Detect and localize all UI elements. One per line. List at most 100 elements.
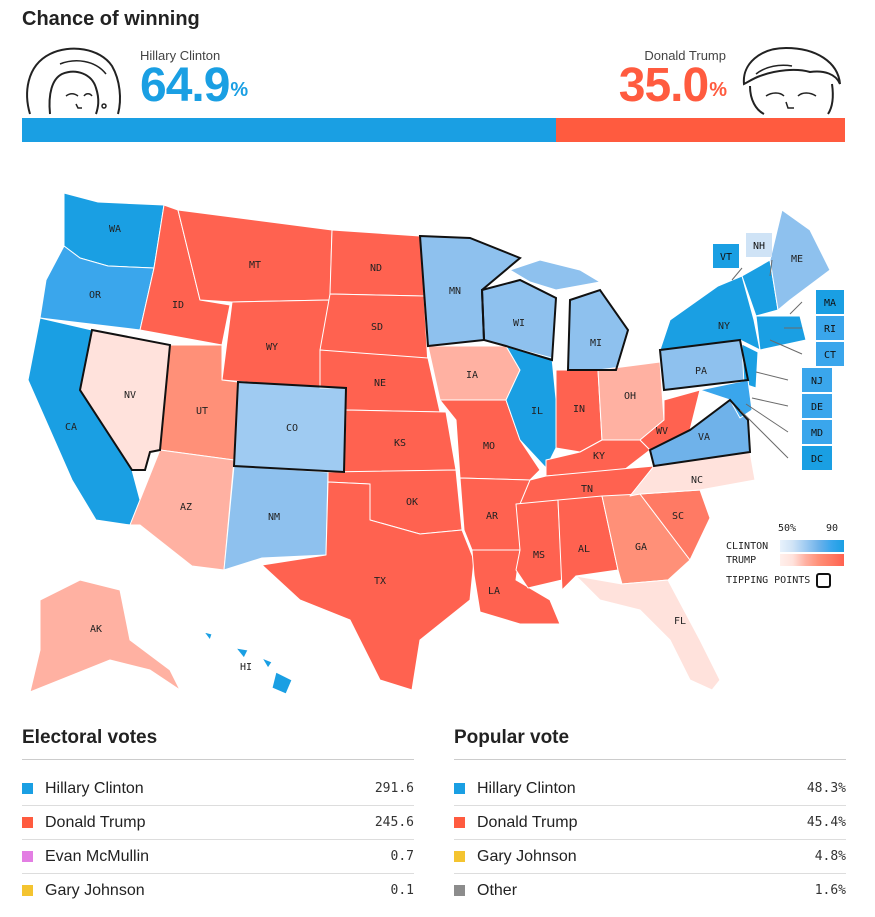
label-HI: HI: [240, 662, 252, 673]
label-PA: PA: [695, 366, 707, 377]
label-MO: MO: [483, 441, 495, 452]
row-name: Hillary Clinton: [477, 779, 576, 797]
state-TX[interactable]: [261, 481, 475, 691]
state-MT[interactable]: [177, 209, 333, 303]
row-name: Gary Johnson: [477, 847, 577, 865]
row-value: 291.6: [374, 781, 414, 796]
table-row: Gary Johnson 0.1: [22, 874, 414, 907]
box-NJ[interactable]: [802, 368, 832, 392]
popular-vote-table: Popular vote Hillary Clinton 48.3% Donal…: [454, 727, 846, 907]
label-NV: NV: [124, 390, 136, 401]
state-AK[interactable]: [29, 579, 181, 693]
table-row: Donald Trump 45.4%: [454, 806, 846, 840]
swatch-clinton: [454, 783, 465, 794]
label-SD: SD: [371, 322, 383, 333]
label-WI: WI: [513, 318, 525, 329]
label-SC: SC: [672, 511, 684, 522]
box-DC[interactable]: [802, 446, 832, 470]
label-WY: WY: [266, 342, 278, 353]
row-value: 0.1: [390, 883, 414, 898]
state-MI-upper[interactable]: [509, 259, 601, 291]
label-AL: AL: [578, 544, 590, 555]
label-OK: OK: [406, 497, 418, 508]
tipping-outline-VA: [648, 398, 752, 468]
label-NM: NM: [268, 512, 280, 523]
label-KY: KY: [593, 451, 605, 462]
box-DE[interactable]: [802, 394, 832, 418]
label-NE: NE: [374, 378, 386, 389]
box-label-DC: DC: [811, 454, 823, 465]
state-NJ[interactable]: [741, 343, 759, 389]
clinton-win-probability: 64.9%: [140, 59, 248, 112]
clinton-name: Hillary Clinton: [140, 48, 221, 63]
box-label-NJ: NJ: [811, 376, 823, 387]
leader-CT: [769, 339, 803, 355]
tipping-outline-CO: [232, 380, 348, 474]
label-OH: OH: [624, 391, 636, 402]
state-MS[interactable]: [515, 499, 563, 589]
table-row: Gary Johnson 4.8%: [454, 840, 846, 874]
box-label-CT: CT: [824, 350, 836, 361]
label-AZ: AZ: [180, 502, 192, 513]
label-ND: ND: [370, 263, 382, 274]
box-CT[interactable]: [816, 342, 844, 366]
box-MA[interactable]: [816, 290, 844, 314]
trump-name: Donald Trump: [644, 48, 726, 63]
legend-clinton-label: CLINTON: [726, 540, 769, 552]
label-NY: NY: [718, 321, 730, 332]
label-IL: IL: [531, 406, 543, 417]
leader-DC: [739, 409, 789, 459]
swatch-trump: [454, 817, 465, 828]
trump-bar-segment: [556, 118, 845, 142]
row-name: Evan McMullin: [45, 847, 150, 865]
us-electoral-map: WA OR CA NV ID MT WY UT AZ CO NM ND SD N…: [27, 192, 844, 695]
state-FL[interactable]: [575, 575, 721, 691]
electoral-votes-table: Electoral votes Hillary Clinton 291.6 Do…: [22, 727, 414, 907]
label-NC: NC: [691, 475, 703, 486]
label-OR: OR: [89, 290, 102, 301]
row-value: 4.8%: [814, 849, 846, 864]
swatch-clinton: [22, 783, 33, 794]
leader-NH: [769, 259, 773, 277]
box-label-MA: MA: [824, 298, 836, 309]
box-label-RI: RI: [824, 324, 836, 335]
row-name: Donald Trump: [45, 813, 146, 831]
state-ME[interactable]: [769, 209, 831, 311]
box-RI[interactable]: [816, 316, 844, 340]
table-row: Donald Trump 245.6: [22, 806, 414, 840]
row-value: 45.4%: [806, 815, 846, 830]
swatch-johnson: [454, 851, 465, 862]
trump-portrait-icon: [742, 46, 841, 115]
label-MT: MT: [249, 260, 261, 271]
popular-vote-title: Popular vote: [454, 727, 846, 760]
swatch-mcmullin: [22, 851, 33, 862]
label-MI: MI: [590, 338, 602, 349]
box-VT[interactable]: [713, 244, 739, 268]
state-NY[interactable]: [659, 275, 761, 351]
row-value: 48.3%: [806, 781, 846, 796]
label-MN: MN: [449, 286, 461, 297]
legend-trump-scale: [780, 554, 844, 566]
state-AL[interactable]: [557, 495, 619, 591]
box-MD[interactable]: [802, 420, 832, 444]
label-WV: WV: [656, 426, 668, 437]
clinton-portrait-icon: [26, 47, 121, 115]
leader-MD: [745, 403, 789, 433]
state-HI[interactable]: [203, 631, 293, 695]
state-NE-coast[interactable]: [755, 315, 807, 351]
tipping-outline-PA: [658, 338, 750, 392]
state-IL[interactable]: [505, 345, 561, 469]
box-NH[interactable]: [746, 233, 772, 257]
map-legend: 50% 90 CLINTON TRUMP TIPPING POINTS: [726, 523, 844, 588]
leader-DE: [751, 397, 789, 407]
legend-tipping-label: TIPPING POINTS: [726, 575, 811, 586]
label-ME: ME: [791, 254, 803, 265]
label-IA: IA: [466, 370, 478, 381]
table-row: Other 1.6%: [454, 874, 846, 907]
swatch-trump: [22, 817, 33, 828]
leader-NJ: [755, 371, 789, 381]
label-GA: GA: [635, 542, 647, 553]
row-name: Hillary Clinton: [45, 779, 144, 797]
legend-clinton-scale: [780, 540, 844, 552]
box-label-VT: VT: [720, 252, 732, 263]
